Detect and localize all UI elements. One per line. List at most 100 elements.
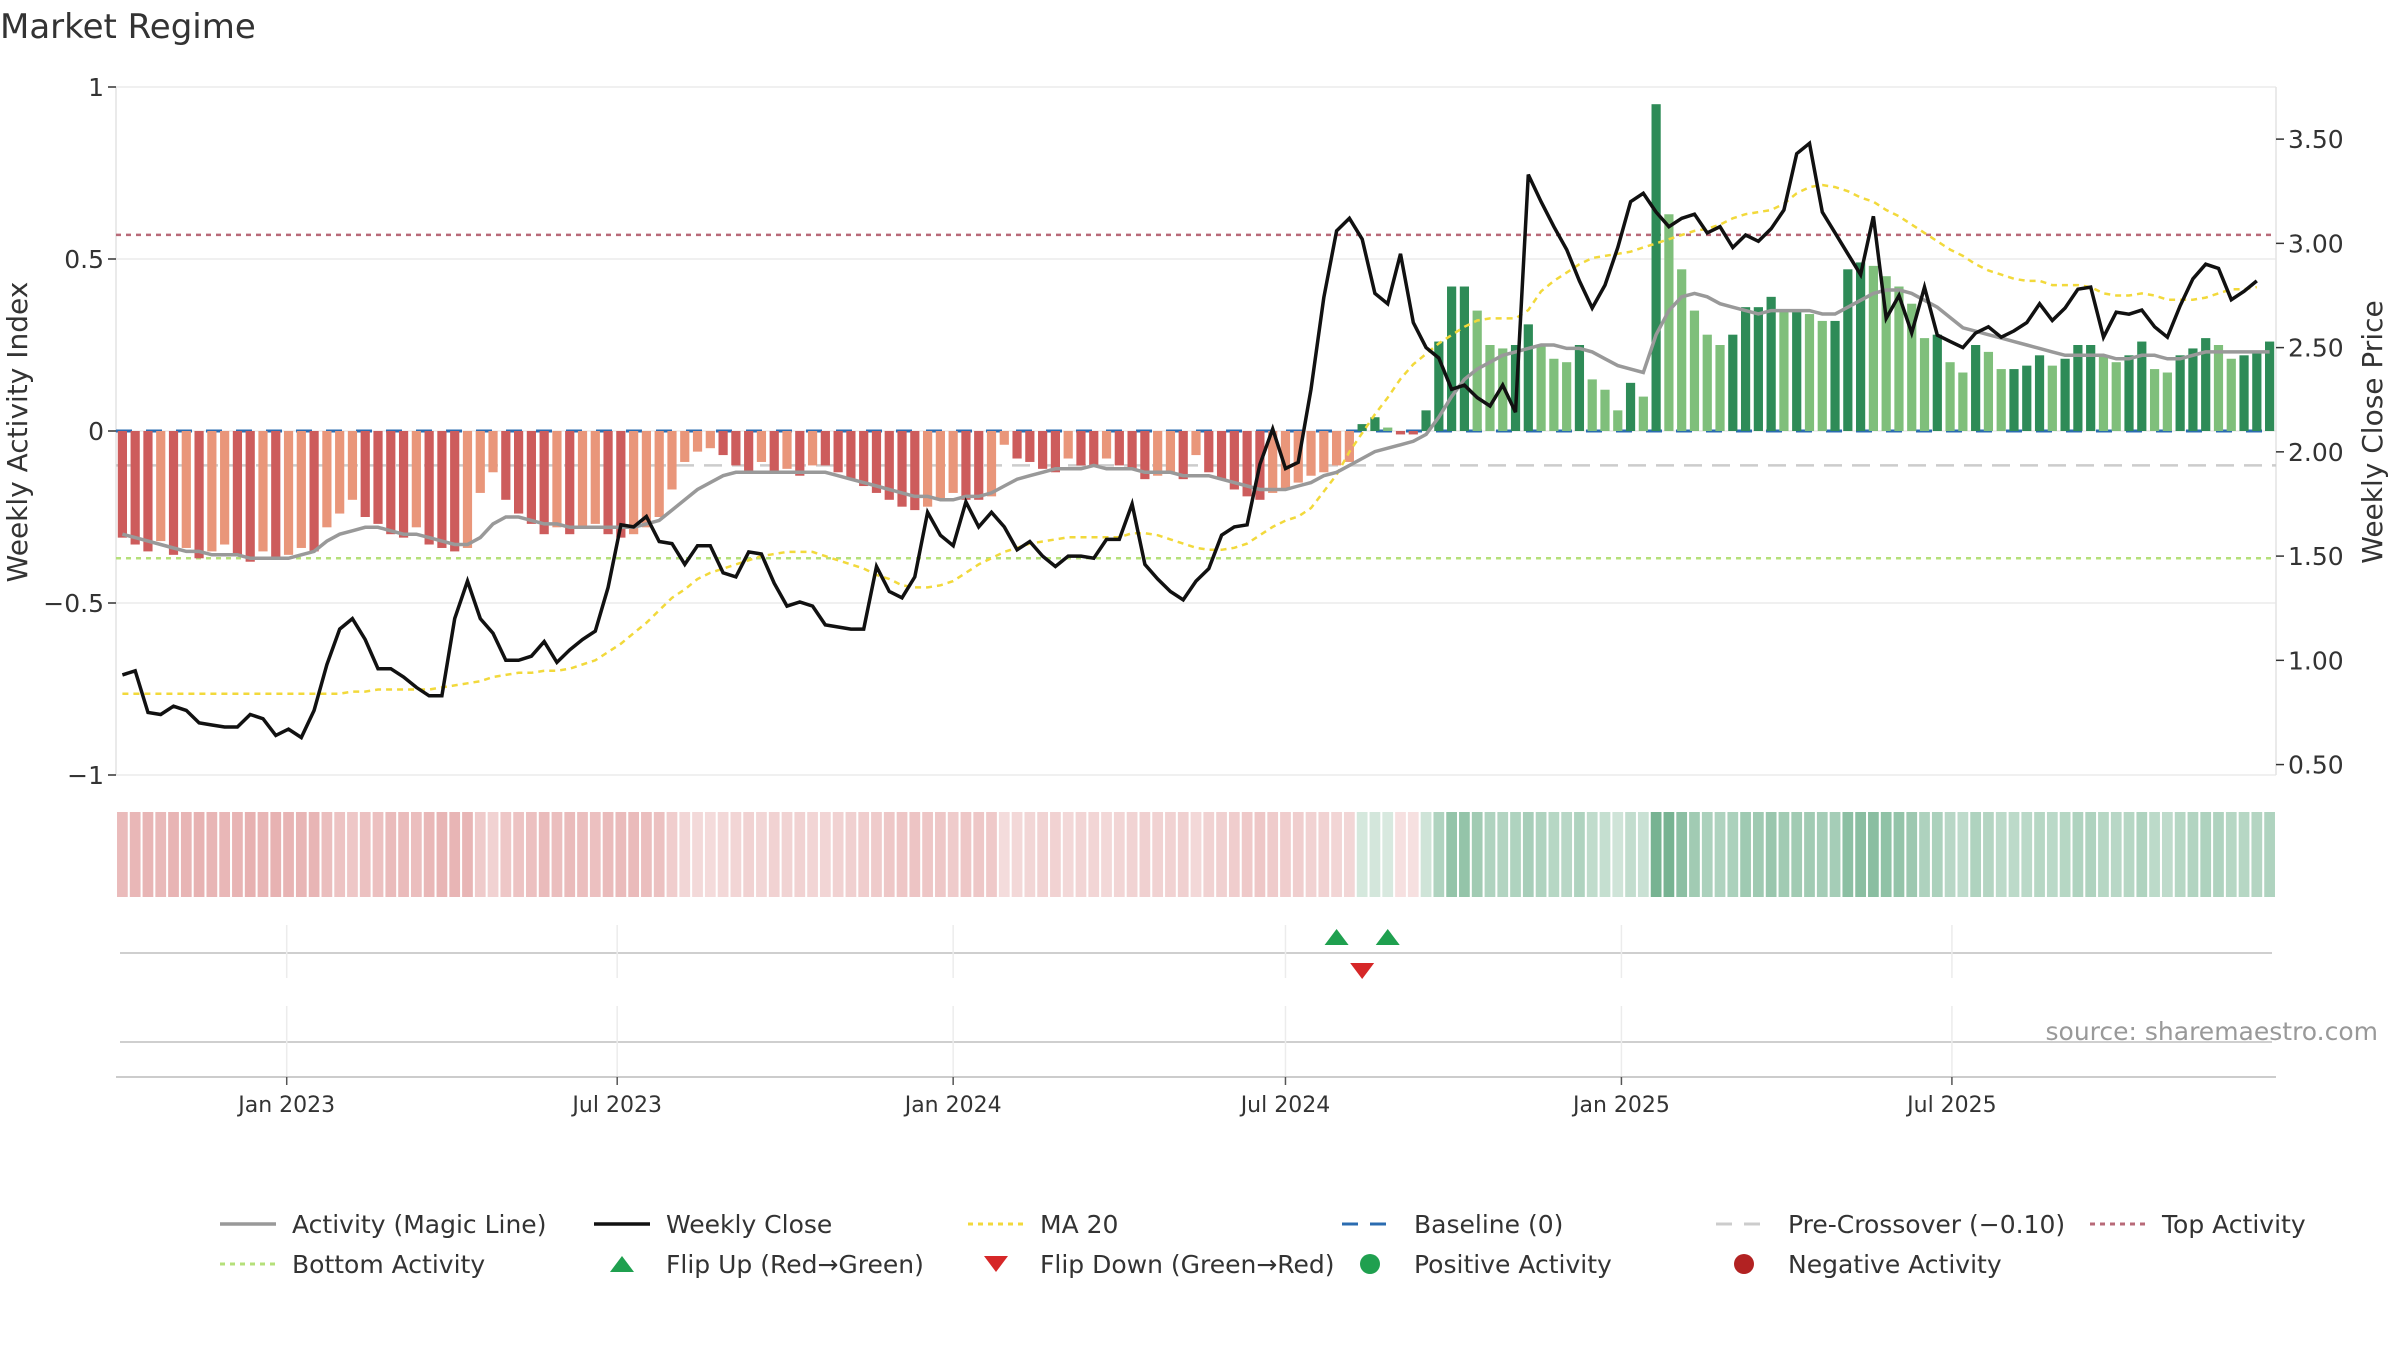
- legend-label: Baseline (0): [1414, 1209, 1564, 1239]
- regime-cell: [1190, 812, 1202, 897]
- right-tick-label: 1.00: [2288, 646, 2344, 675]
- regime-cell: [1497, 812, 1509, 897]
- activity-bar: [1574, 345, 1585, 431]
- activity-bar: [1114, 431, 1124, 466]
- activity-bar: [1600, 389, 1610, 431]
- activity-bar: [2265, 341, 2275, 431]
- regime-cell: [1880, 812, 1892, 897]
- legend-item: Activity (Magic Line): [216, 1210, 590, 1239]
- regime-cell: [756, 812, 767, 897]
- activity-bar: [232, 431, 243, 555]
- activity-bar: [1216, 431, 1227, 480]
- regime-cell: [436, 812, 448, 897]
- legend-swatch: [220, 1262, 276, 1266]
- legend-swatch: [1734, 1254, 1754, 1274]
- regime-cell: [947, 812, 959, 897]
- regime-cell: [1331, 812, 1342, 897]
- regime-cell: [2213, 812, 2224, 897]
- activity-bar: [859, 431, 869, 487]
- flip-up-marker: [1375, 929, 1400, 945]
- activity-bar: [590, 431, 600, 524]
- activity-bar: [1434, 341, 1444, 431]
- regime-cell: [2072, 812, 2084, 897]
- activity-bar: [1370, 417, 1380, 431]
- regime-cell: [883, 812, 895, 897]
- regime-cell: [1152, 812, 1164, 897]
- regime-cell: [142, 812, 154, 897]
- triangle-down-icon: [984, 1256, 1008, 1272]
- regime-cell: [1689, 812, 1700, 897]
- activity-bar: [1306, 431, 1316, 476]
- activity-bar: [807, 431, 818, 466]
- regime-cell: [359, 812, 371, 897]
- regime-cell: [1548, 812, 1560, 897]
- activity-bar: [514, 431, 524, 514]
- regime-cell: [1050, 812, 1061, 897]
- activity-bar: [782, 431, 792, 469]
- activity-bar: [1140, 431, 1150, 480]
- activity-bar: [373, 431, 383, 524]
- regime-cell: [1382, 812, 1394, 897]
- activity-bar: [168, 431, 179, 555]
- regime-cell: [1752, 812, 1764, 897]
- right-tick-label: 0.50: [2288, 751, 2344, 780]
- activity-bar: [2086, 345, 2096, 431]
- regime-cell: [2059, 812, 2071, 897]
- regime-cell: [1459, 812, 1470, 897]
- activity-bar: [1421, 410, 1431, 431]
- activity-bar: [1523, 324, 1533, 431]
- regime-cell: [807, 812, 818, 897]
- regime-cell: [321, 812, 333, 897]
- regime-cell: [781, 812, 793, 897]
- legend-label: Weekly Close: [666, 1209, 833, 1239]
- regime-cell: [641, 812, 652, 897]
- activity-bar: [398, 431, 409, 538]
- circle-icon: [1360, 1254, 1380, 1274]
- legend-label: MA 20: [1040, 1209, 1119, 1239]
- legend-label: Flip Down (Green→Red): [1040, 1249, 1335, 1279]
- regime-cell: [155, 812, 167, 897]
- weekly-close-line: [121, 140, 2258, 741]
- regime-cell: [308, 812, 320, 897]
- x-tick-label: Jul 2023: [570, 1093, 662, 1118]
- activity-bar: [603, 431, 613, 535]
- activity-bar: [1101, 431, 1112, 459]
- flip-marker-panel: [120, 925, 2272, 979]
- legend-item: Flip Down (Green→Red): [964, 1249, 1338, 1279]
- regime-cell: [1983, 812, 1994, 897]
- regime-cell: [372, 812, 384, 897]
- activity-bar: [1971, 345, 1981, 431]
- regime-cell: [794, 812, 806, 897]
- activity-bar: [2060, 358, 2070, 431]
- regime-cell: [896, 812, 908, 897]
- legend-item: Top Activity: [2086, 1210, 2336, 1239]
- regime-cell: [998, 812, 1010, 897]
- activity-bar: [705, 431, 715, 449]
- activity-bar: [2149, 369, 2160, 431]
- legend-swatch: [594, 1222, 650, 1226]
- regime-cell: [1561, 812, 1573, 897]
- regime-cell: [589, 812, 601, 897]
- legend-item: Baseline (0): [1338, 1209, 1712, 1239]
- right-tick-label: 3.00: [2288, 229, 2344, 258]
- activity-bar: [1983, 351, 1994, 431]
- activity-bar: [117, 431, 127, 538]
- legend-label: Flip Up (Red→Green): [666, 1249, 924, 1279]
- activity-bar: [2009, 369, 2019, 431]
- activity-bar: [769, 431, 779, 473]
- regime-cell: [1433, 812, 1445, 897]
- regime-cell: [1126, 812, 1138, 897]
- regime-cell: [1868, 812, 1879, 897]
- bottom-panel: [120, 1006, 2272, 1076]
- activity-bar: [1268, 431, 1278, 493]
- activity-bar: [756, 431, 767, 462]
- activity-bar: [731, 431, 741, 466]
- activity-bar: [1012, 431, 1022, 459]
- regime-cell: [1062, 812, 1074, 897]
- series-lines: [121, 140, 2270, 741]
- activity-bar: [1050, 431, 1061, 473]
- activity-bar: [1740, 307, 1751, 431]
- activity-bar: [922, 431, 933, 507]
- activity-bar: [450, 431, 460, 552]
- regime-cell: [845, 812, 857, 897]
